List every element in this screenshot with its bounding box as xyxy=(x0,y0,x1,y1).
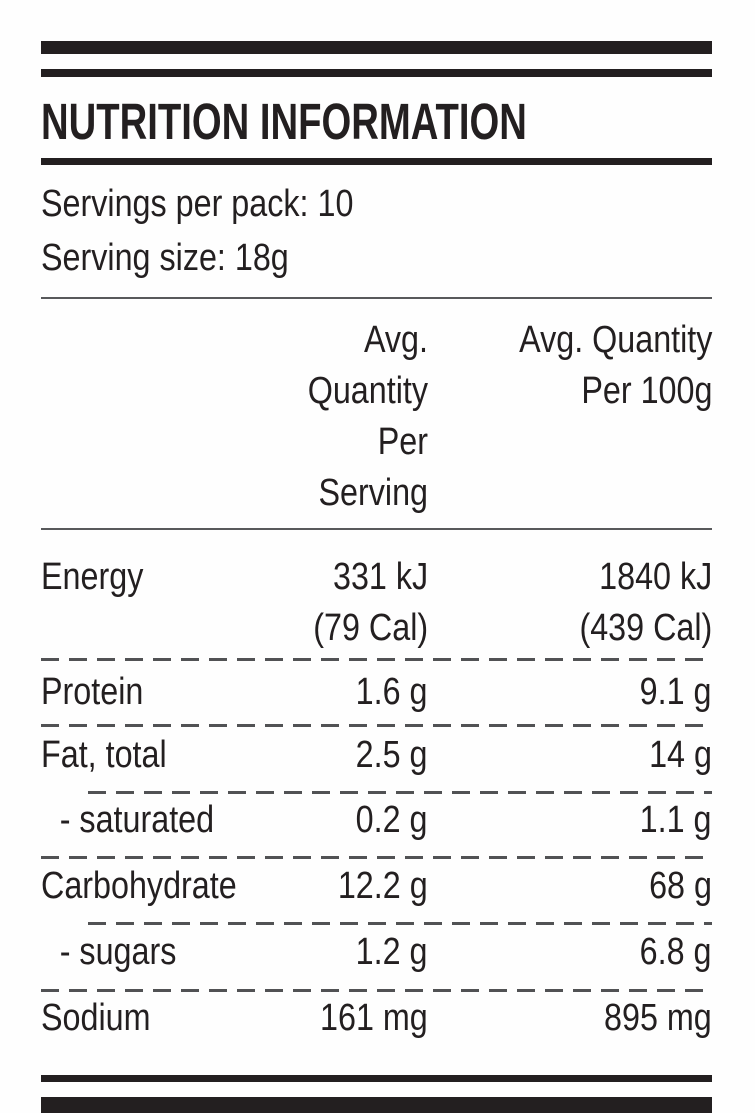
dashed-separator xyxy=(41,989,712,992)
serving-size-line: Serving size: 18g xyxy=(41,231,712,285)
col-header-per-100g: Avg. Quantity Per 100g xyxy=(428,315,712,519)
nutrient-row-protein: Protein 1.6 g 9.1 g xyxy=(41,667,712,718)
per-100g-value: 1.1 g xyxy=(640,799,712,841)
col-header-per-serving-text: Avg. Quantity Per Serving xyxy=(307,319,428,514)
column-headers-row: Avg. Quantity Per Serving Avg. Quantity … xyxy=(41,315,712,519)
row-label: Energy xyxy=(41,556,144,598)
nutrient-row-sugars: - sugars 1.2 g 6.8 g xyxy=(41,927,712,978)
per-100g-value: 14 g xyxy=(649,734,712,776)
per-serving-value: 0.2 g xyxy=(356,799,428,841)
row-label: Fat, total xyxy=(41,734,167,776)
bottom-bar-primary xyxy=(41,1097,712,1113)
panel-title: NUTRITION INFORMATION xyxy=(41,95,712,149)
row-label: - sugars xyxy=(59,931,177,973)
col-header-per-100g-text: Avg. Quantity Per 100g xyxy=(518,319,712,412)
dashed-separator xyxy=(41,856,712,859)
nutrient-row-energy: Energy 331 kJ (79 Cal) 1840 kJ (439 Cal) xyxy=(41,552,712,654)
nutrient-row-carbohydrate: Carbohydrate 12.2 g 68 g xyxy=(41,861,712,912)
dashed-separator-indented xyxy=(88,922,712,925)
row-label: - saturated xyxy=(59,799,215,841)
per-serving-value: 1.6 g xyxy=(356,671,428,713)
bottom-bar-secondary xyxy=(41,1075,712,1082)
row-label: Protein xyxy=(41,671,144,713)
per-serving-value: 1.2 g xyxy=(356,931,428,973)
top-bar-primary xyxy=(41,41,712,54)
dashed-separator xyxy=(41,658,712,661)
per-serving-value: 161 mg xyxy=(320,997,428,1039)
per-100g-value: 68 g xyxy=(649,865,712,907)
nutrient-row-sodium: Sodium 161 mg 895 mg xyxy=(41,993,712,1044)
per-serving-value: 331 kJ (79 Cal) xyxy=(313,556,428,649)
servings-rule xyxy=(41,297,712,299)
panel-title-text: NUTRITION INFORMATION xyxy=(41,93,527,150)
row-label: Sodium xyxy=(41,997,151,1039)
per-serving-value: 12.2 g xyxy=(338,865,428,907)
dashed-separator-indented xyxy=(88,791,712,794)
servings-per-pack-line: Servings per pack: 10 xyxy=(41,177,712,231)
dashed-separator xyxy=(41,724,712,727)
nutrition-panel: NUTRITION INFORMATION Servings per pack:… xyxy=(0,41,755,1113)
serving-size-text: Serving size: 18g xyxy=(41,237,289,279)
per-100g-value: 1840 kJ (439 Cal) xyxy=(579,556,712,649)
per-100g-value: 9.1 g xyxy=(640,671,712,713)
per-100g-value: 6.8 g xyxy=(640,931,712,973)
header-spacer-cell xyxy=(41,315,251,519)
servings-per-pack-text: Servings per pack: 10 xyxy=(41,183,354,225)
header-rule xyxy=(41,528,712,530)
nutrient-row-saturated: - saturated 0.2 g 1.1 g xyxy=(41,795,712,846)
row-label: Carbohydrate xyxy=(41,865,237,907)
per-serving-value: 2.5 g xyxy=(356,734,428,776)
servings-block: Servings per pack: 10 Serving size: 18g xyxy=(41,177,712,285)
top-bar-secondary xyxy=(41,69,712,77)
title-rule xyxy=(41,158,712,165)
col-header-per-serving: Avg. Quantity Per Serving xyxy=(251,315,428,519)
per-100g-value: 895 mg xyxy=(604,997,712,1039)
nutrient-row-fat-total: Fat, total 2.5 g 14 g xyxy=(41,730,712,781)
